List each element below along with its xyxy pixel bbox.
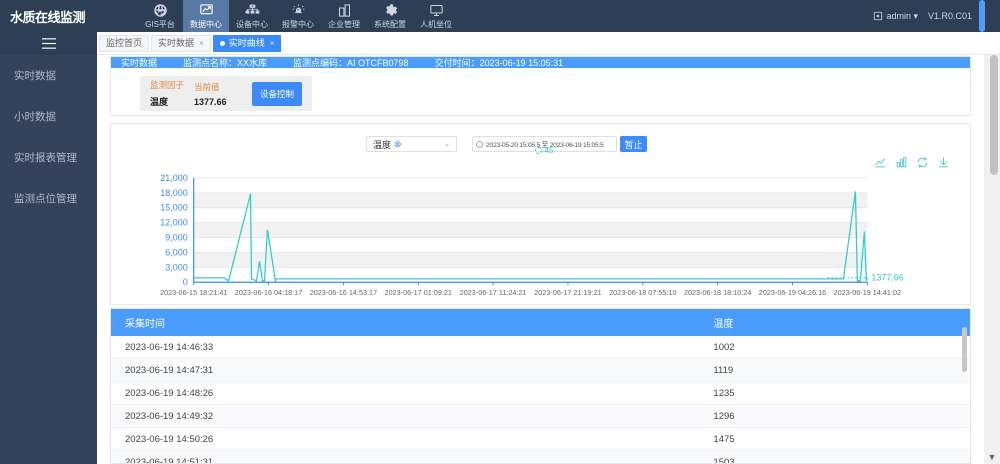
svg-text:1377.66: 1377.66 (871, 273, 903, 283)
svg-text:18,000: 18,000 (160, 188, 187, 198)
svg-text:0: 0 (183, 277, 188, 287)
svg-text:2023-06-17 11:24:21: 2023-06-17 11:24:21 (460, 288, 527, 297)
svg-text:12,000: 12,000 (160, 218, 187, 228)
svg-text:21,000: 21,000 (160, 173, 187, 183)
svg-text:2023-06-16 14:53:17: 2023-06-16 14:53:17 (310, 288, 377, 297)
svg-text:2023-06-19 04:26:16: 2023-06-19 04:26:16 (759, 288, 826, 297)
svg-text:6,000: 6,000 (165, 247, 187, 257)
svg-text:9,000: 9,000 (165, 233, 187, 243)
svg-text:2023-06-17 21:19:21: 2023-06-17 21:19:21 (534, 288, 601, 297)
svg-text:15,000: 15,000 (160, 203, 187, 213)
svg-text:2023-06-19 14:41:02: 2023-06-19 14:41:02 (834, 288, 901, 297)
svg-text:2023-06-16 04:18:17: 2023-06-16 04:18:17 (235, 288, 302, 297)
svg-text:2023-06-18 18:10:24: 2023-06-18 18:10:24 (684, 288, 751, 297)
svg-text:2023-06-17 01:09:21: 2023-06-17 01:09:21 (385, 288, 452, 297)
svg-text:2023-06-18 07:55:10: 2023-06-18 07:55:10 (609, 288, 676, 297)
svg-text:3,000: 3,000 (165, 262, 187, 272)
svg-text:2023-06-15 18:21:41: 2023-06-15 18:21:41 (160, 288, 227, 297)
